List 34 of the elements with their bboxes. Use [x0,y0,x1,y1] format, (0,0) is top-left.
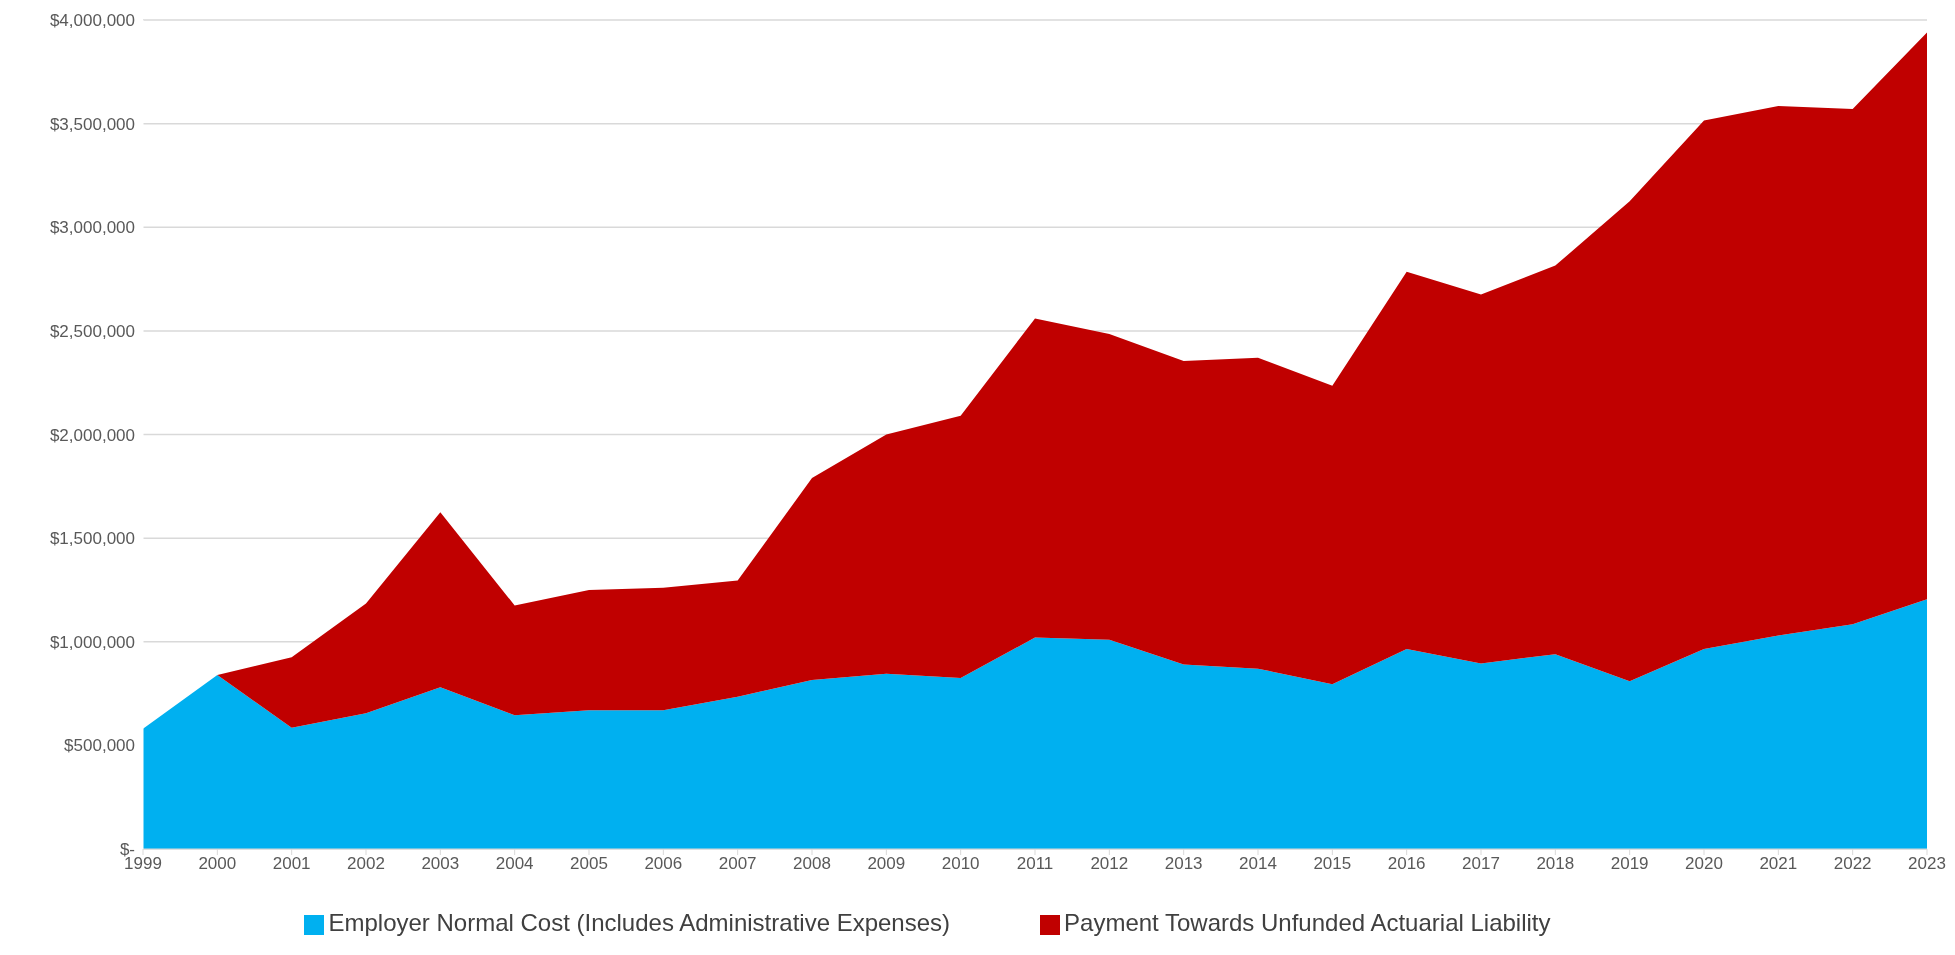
x-tick-label: 2019 [1610,854,1649,874]
x-tick-label: 2009 [867,854,906,874]
x-tick-label: 2013 [1164,854,1203,874]
x-tick-label: 2011 [1016,854,1054,874]
x-tick-label: 2022 [1833,854,1872,874]
x-tick-label: 2007 [718,854,757,874]
x-tick-label: 2017 [1462,854,1500,874]
x-tick-label: 2000 [198,854,237,874]
x-tick-label: 2012 [1090,854,1129,874]
x-tick-label: 2004 [495,854,534,874]
x-tick-label: 2002 [347,854,385,874]
legend-label: Payment Towards Unfunded Actuarial Liability [1064,909,1551,936]
y-tick-label: $1,000,000 [49,632,135,652]
x-tick-label: 2021 [1759,854,1798,874]
y-tick-label: $1,500,000 [49,529,135,549]
y-tick-label: $500,000 [64,736,135,756]
x-tick-label: 2014 [1239,854,1277,874]
y-tick-label: $3,500,000 [49,114,135,134]
x-tick-label: 2008 [793,854,831,874]
x-tick-label: 2015 [1313,854,1352,874]
x-tick-label: 2005 [570,854,608,874]
x-tick-label: 2023 [1908,854,1946,874]
x-tick-label: 2016 [1387,854,1426,874]
x-tick-label: 2003 [421,854,460,874]
legend-label: Employer Normal Cost (Includes Administrative Expenses) [328,909,951,936]
x-tick-label: 2001 [272,854,311,874]
x-tick-label: 2018 [1536,854,1575,874]
y-tick-label: $2,000,000 [49,425,135,445]
x-tick-label: 2020 [1685,854,1723,874]
y-tick-label: $3,000,000 [49,218,135,238]
x-tick-label: 2006 [644,854,683,874]
x-tick-label: 2010 [941,854,980,874]
y-tick-label: $4,000,000 [49,11,135,31]
y-tick-label: $2,500,000 [49,321,135,341]
